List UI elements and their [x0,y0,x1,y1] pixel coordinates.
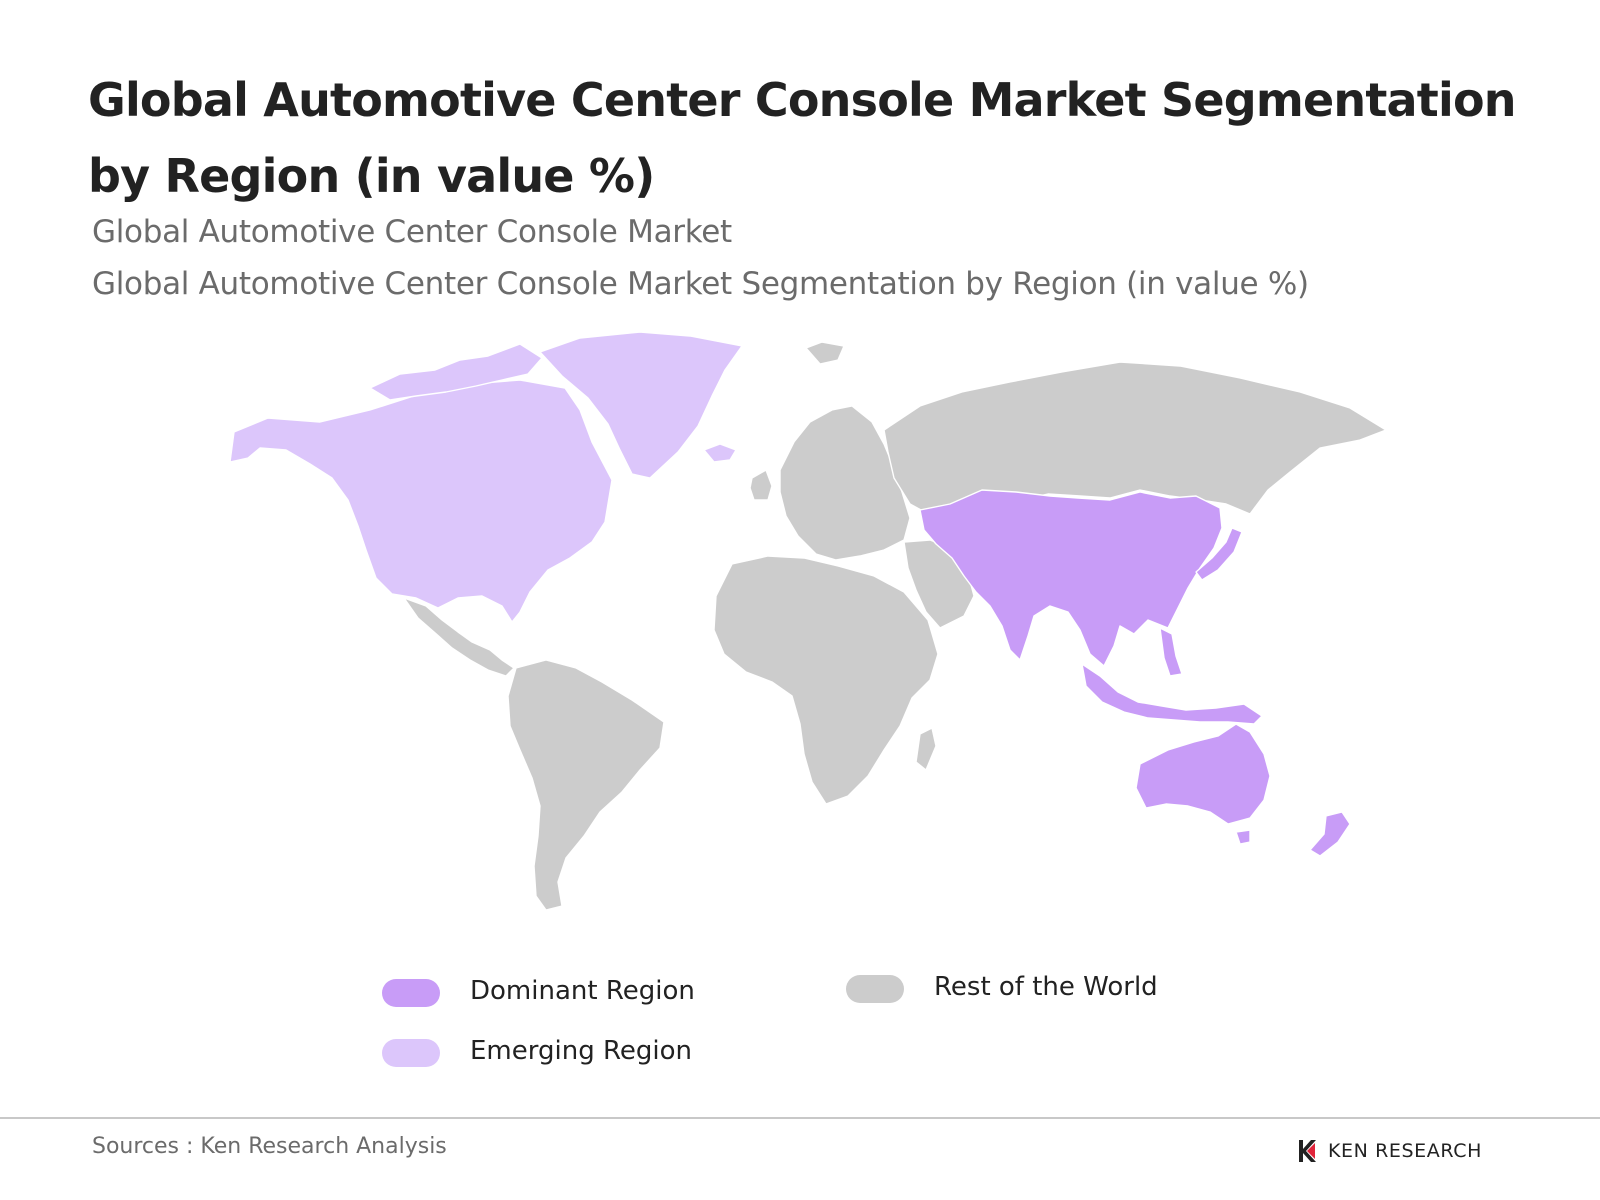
region-north-america [229,379,613,623]
world-map [229,331,1387,911]
legend-swatch-rest [846,975,904,1003]
chart-title: Global Automotive Center Console Market … [88,73,1517,203]
legend-label-rest: Rest of the World [934,972,1158,1002]
legend-swatch-emerging [382,1039,440,1067]
legend-swatch-dominant [382,979,440,1007]
region-africa [713,555,939,805]
region-philippines [1159,627,1183,677]
legend-label-emerging: Emerging Region [470,1036,692,1066]
region-iceland [703,443,737,463]
region-uk [749,469,773,501]
footer-divider [0,1117,1600,1119]
region-greenland [539,331,743,479]
region-europe [779,405,911,561]
ken-research-logo: KEN RESEARCH [1296,1136,1482,1166]
region-canada-islands [369,343,543,401]
ken-research-logo-icon [1299,1140,1316,1162]
region-south-america [507,659,665,911]
region-australia [1135,723,1271,825]
region-svalbard [805,341,845,365]
region-madagascar [915,727,937,771]
region-central-america [403,597,515,677]
region-japan [1195,527,1243,581]
region-indonesia [1081,663,1263,725]
subtitle-segmentation: Global Automotive Center Console Market … [92,266,1309,302]
legend-label-dominant: Dominant Region [470,976,695,1006]
region-tasmania [1235,829,1251,845]
region-new-zealand [1309,811,1351,857]
source-note: Sources : Ken Research Analysis [92,1134,447,1159]
subtitle-market: Global Automotive Center Console Market [92,214,732,250]
ken-research-logo-text: KEN RESEARCH [1328,1140,1482,1162]
region-asia-pacific [919,489,1223,667]
